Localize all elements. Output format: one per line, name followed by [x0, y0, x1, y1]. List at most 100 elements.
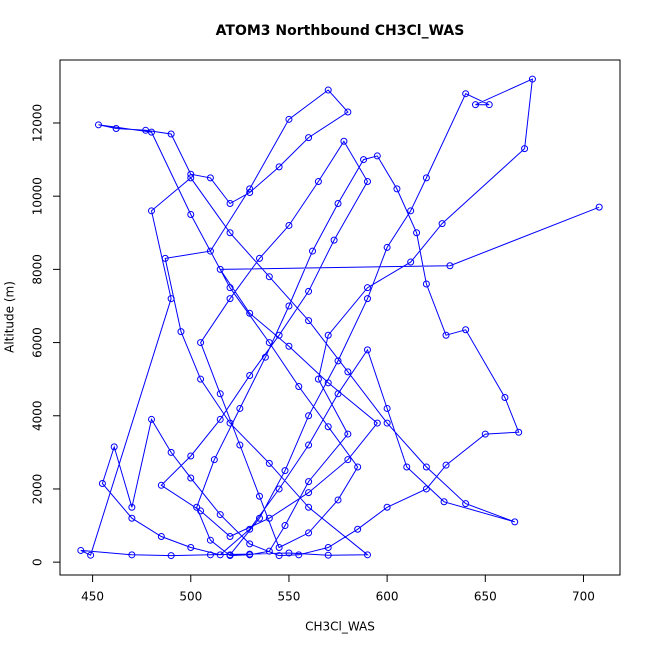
- point: [265, 459, 273, 467]
- point: [403, 463, 411, 471]
- y-tick-label: 12000: [31, 104, 45, 142]
- point: [265, 339, 273, 347]
- point: [261, 353, 269, 361]
- point: [161, 254, 169, 262]
- point: [340, 137, 348, 145]
- point: [187, 544, 195, 552]
- point: [462, 326, 470, 334]
- point: [77, 546, 85, 554]
- point: [246, 309, 254, 317]
- point: [440, 498, 448, 506]
- point: [595, 203, 603, 211]
- point: [528, 75, 536, 83]
- x-tick-label: 700: [572, 590, 595, 604]
- point: [383, 503, 391, 511]
- point: [324, 86, 332, 94]
- point: [206, 247, 214, 255]
- point: [148, 128, 156, 136]
- point: [324, 551, 332, 559]
- point: [236, 441, 244, 449]
- point: [275, 552, 283, 560]
- point: [246, 372, 254, 380]
- point: [334, 390, 342, 398]
- point: [128, 503, 136, 511]
- point: [216, 265, 224, 273]
- point: [187, 452, 195, 460]
- point: [128, 514, 136, 522]
- point: [324, 331, 332, 339]
- point: [309, 247, 317, 255]
- point: [344, 430, 352, 438]
- point: [197, 507, 205, 515]
- point: [157, 533, 165, 541]
- y-axis-label: Altitude (m): [3, 281, 17, 353]
- point: [462, 500, 470, 508]
- point: [363, 295, 371, 303]
- plot-frame: [59, 59, 621, 576]
- point: [255, 492, 263, 500]
- point: [128, 551, 136, 559]
- point: [285, 342, 293, 350]
- point: [422, 485, 430, 493]
- point: [226, 295, 234, 303]
- point: [197, 339, 205, 347]
- point: [373, 419, 381, 427]
- point: [383, 404, 391, 412]
- point: [226, 229, 234, 237]
- point: [442, 461, 450, 469]
- point: [422, 280, 430, 288]
- y-tick-label: 10000: [31, 177, 45, 215]
- point: [265, 514, 273, 522]
- point: [216, 511, 224, 519]
- point: [334, 199, 342, 207]
- point: [305, 441, 313, 449]
- point: [314, 375, 322, 383]
- point: [275, 485, 283, 493]
- point: [324, 423, 332, 431]
- point: [446, 262, 454, 270]
- point: [216, 415, 224, 423]
- x-tick-label: 500: [179, 590, 202, 604]
- point: [255, 254, 263, 262]
- point: [285, 302, 293, 310]
- point: [305, 529, 313, 537]
- point: [305, 134, 313, 142]
- point: [438, 220, 446, 228]
- point: [422, 174, 430, 182]
- point: [87, 551, 95, 559]
- point: [206, 536, 214, 544]
- point: [210, 456, 218, 464]
- x-tick-label: 600: [376, 590, 399, 604]
- point: [226, 552, 234, 560]
- x-axis-label: CH3Cl_WAS: [305, 620, 375, 634]
- point: [236, 404, 244, 412]
- point: [216, 551, 224, 559]
- point: [305, 503, 313, 511]
- point: [193, 503, 201, 511]
- point: [422, 463, 430, 471]
- point: [246, 540, 254, 548]
- point: [94, 121, 102, 129]
- point: [354, 463, 362, 471]
- point: [246, 189, 254, 197]
- point: [393, 185, 401, 193]
- point: [246, 525, 254, 533]
- point: [246, 550, 254, 558]
- point: [407, 207, 415, 215]
- point: [314, 178, 322, 186]
- point: [226, 533, 234, 541]
- point: [407, 258, 415, 266]
- point: [363, 346, 371, 354]
- point: [285, 221, 293, 229]
- point: [521, 145, 529, 153]
- point: [413, 229, 421, 237]
- point: [305, 317, 313, 325]
- point: [383, 243, 391, 251]
- chart-title: ATOM3 Northbound CH3Cl_WAS: [216, 23, 465, 39]
- point: [206, 174, 214, 182]
- point: [515, 428, 523, 436]
- point: [344, 108, 352, 116]
- point: [187, 210, 195, 218]
- point: [187, 174, 195, 182]
